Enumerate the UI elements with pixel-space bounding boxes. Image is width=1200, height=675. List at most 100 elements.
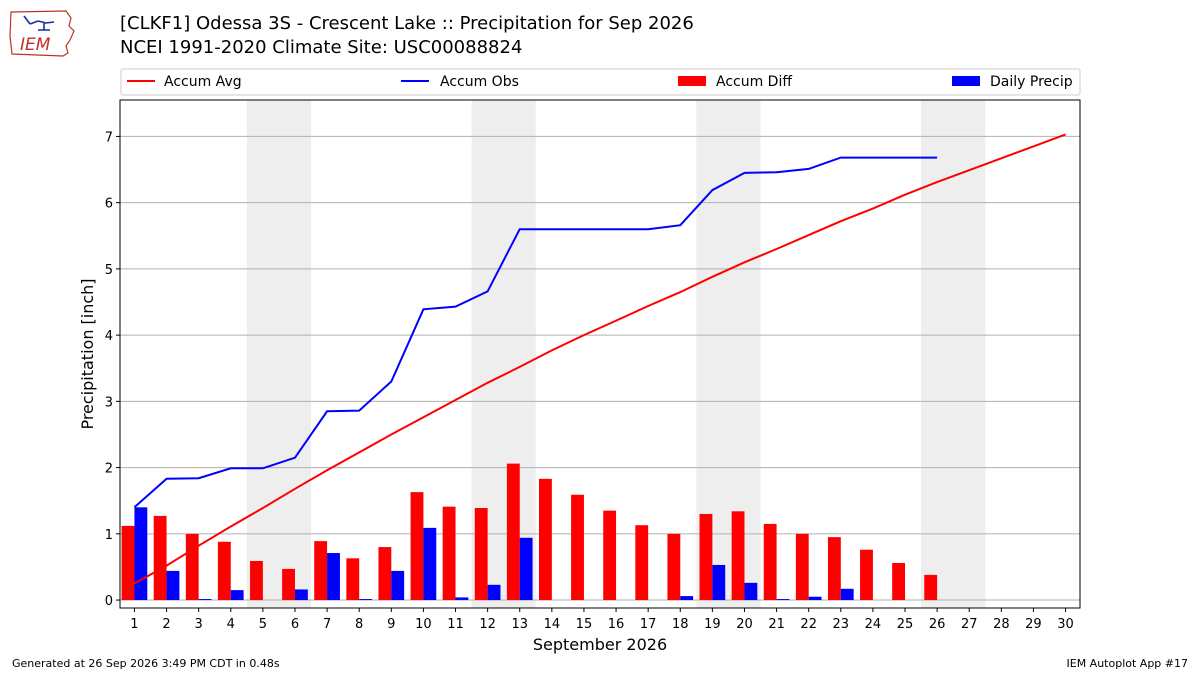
x-tick-label: 20 [736,617,753,632]
accum-diff-bar [474,507,488,601]
y-tick-label: 7 [105,130,113,145]
x-tick-label: 4 [227,617,235,632]
accum-diff-bar [314,541,328,601]
x-tick-label: 28 [993,617,1010,632]
daily-precip-bar [391,570,405,601]
y-tick-label: 4 [105,329,113,344]
daily-precip-bar [230,590,244,601]
daily-precip-bar [840,588,854,601]
iem-logo: IEM [9,10,75,57]
x-tick-label: 8 [355,617,363,632]
daily-precip-bar [455,597,469,601]
chart-subtitle: NCEI 1991-2020 Climate Site: USC00088824 [120,37,523,58]
legend-label-accum-avg: Accum Avg [164,74,242,90]
daily-precip-bar [680,596,694,601]
x-tick-label: 13 [511,617,528,632]
logo-text: IEM [20,35,51,55]
gridlines [120,135,1080,601]
x-axis: 1 2 3 4 5 6 7 8 9 10 11 12 13 14 15 16 17 18 19 20 21 22 23 24 2… [130,608,1074,632]
accum-diff-bar [282,568,295,601]
x-tick-label: 29 [1025,617,1042,632]
daily-precip-bar [198,599,212,601]
y-tick-label: 0 [105,594,113,609]
x-tick-label: 1 [130,617,138,632]
footer-generated: Generated at 26 Sep 2026 3:49 PM CDT in … [12,657,280,670]
chart-title: [CLKF1] Odessa 3S - Crescent Lake :: Pre… [120,13,694,34]
accum-diff-bar [346,558,360,601]
x-tick-label: 27 [961,617,978,632]
x-tick-label: 16 [608,617,625,632]
accum-diff-bar [217,541,231,601]
daily-precip-bar [712,564,726,601]
y-tick-label: 3 [105,395,113,410]
accum-diff-bar [795,533,809,601]
legend-box [120,68,1081,96]
x-tick-label: 5 [259,617,267,632]
accum-diff-bar [185,533,199,601]
x-tick-label: 6 [291,617,299,632]
x-tick-label: 23 [833,617,850,632]
accum-diff-bar [603,510,617,601]
accum-diff-bar [731,511,745,601]
iowa-outline [9,10,75,57]
x-tick-label: 7 [323,617,331,632]
accum-avg-line [133,133,1066,585]
accum-diff-bar [667,533,681,601]
weekend-shade [246,100,312,608]
accum-diff-bar [571,494,584,601]
x-tick-label: 30 [1057,617,1074,632]
x-tick-label: 17 [640,617,657,632]
y-tick-label: 2 [105,462,113,477]
bars [121,463,938,601]
accum-diff-bar [635,525,649,601]
accum-diff-bar [699,513,713,601]
weather-station-icon [23,15,55,31]
x-tick-label: 22 [800,617,817,632]
accum-diff-bar [763,523,777,601]
y-axis: 0 1 2 3 4 5 6 7 [105,130,120,609]
legend-label-accum-obs: Accum Obs [440,74,519,90]
y-tick-label: 5 [105,263,113,278]
daily-precip-bar [166,570,180,601]
plot-frame [119,99,1081,609]
accum-diff-bar [892,562,906,601]
daily-precip-bar [294,589,308,601]
accum-diff-bar [250,560,263,601]
x-tick-label: 15 [576,617,593,632]
y-tick-label: 1 [105,528,113,543]
x-tick-label: 10 [415,617,432,632]
footer-app: IEM Autoplot App #17 [1066,657,1189,670]
legend-label-accum-diff: Accum Diff [716,74,792,90]
daily-precip-bar [359,599,373,601]
legend: Accum Avg Accum Obs Accum Diff Daily Pre… [120,68,1081,96]
x-tick-label: 25 [897,617,914,632]
y-tick-label: 6 [105,197,113,212]
x-tick-label: 3 [195,617,203,632]
daily-precip-bar [519,537,533,601]
accum-diff-bar [538,478,552,601]
daily-precip-bar [327,553,340,601]
x-tick-label: 26 [929,617,946,632]
accum-diff-bar [827,537,841,601]
accum-diff-bar [506,463,520,601]
daily-precip-bar [134,507,148,601]
x-tick-label: 21 [768,617,785,632]
accum-diff-bar [121,525,135,601]
x-tick-label: 24 [865,617,882,632]
accum-diff-bar [410,492,424,601]
x-axis-label: September 2026 [533,635,667,654]
x-tick-label: 11 [447,617,464,632]
x-tick-label: 18 [672,617,689,632]
x-tick-label: 2 [162,617,170,632]
x-tick-label: 19 [704,617,721,632]
x-tick-label: 12 [479,617,496,632]
series-lines [133,133,1066,585]
daily-precip-bar [744,582,758,601]
daily-precip-bar [776,599,790,601]
daily-precip-bar [487,584,501,601]
legend-label-daily-precip: Daily Precip [990,74,1073,90]
daily-precip-bar [808,596,822,601]
legend-swatch-daily-precip [952,76,980,86]
daily-precip-bar [423,527,437,601]
